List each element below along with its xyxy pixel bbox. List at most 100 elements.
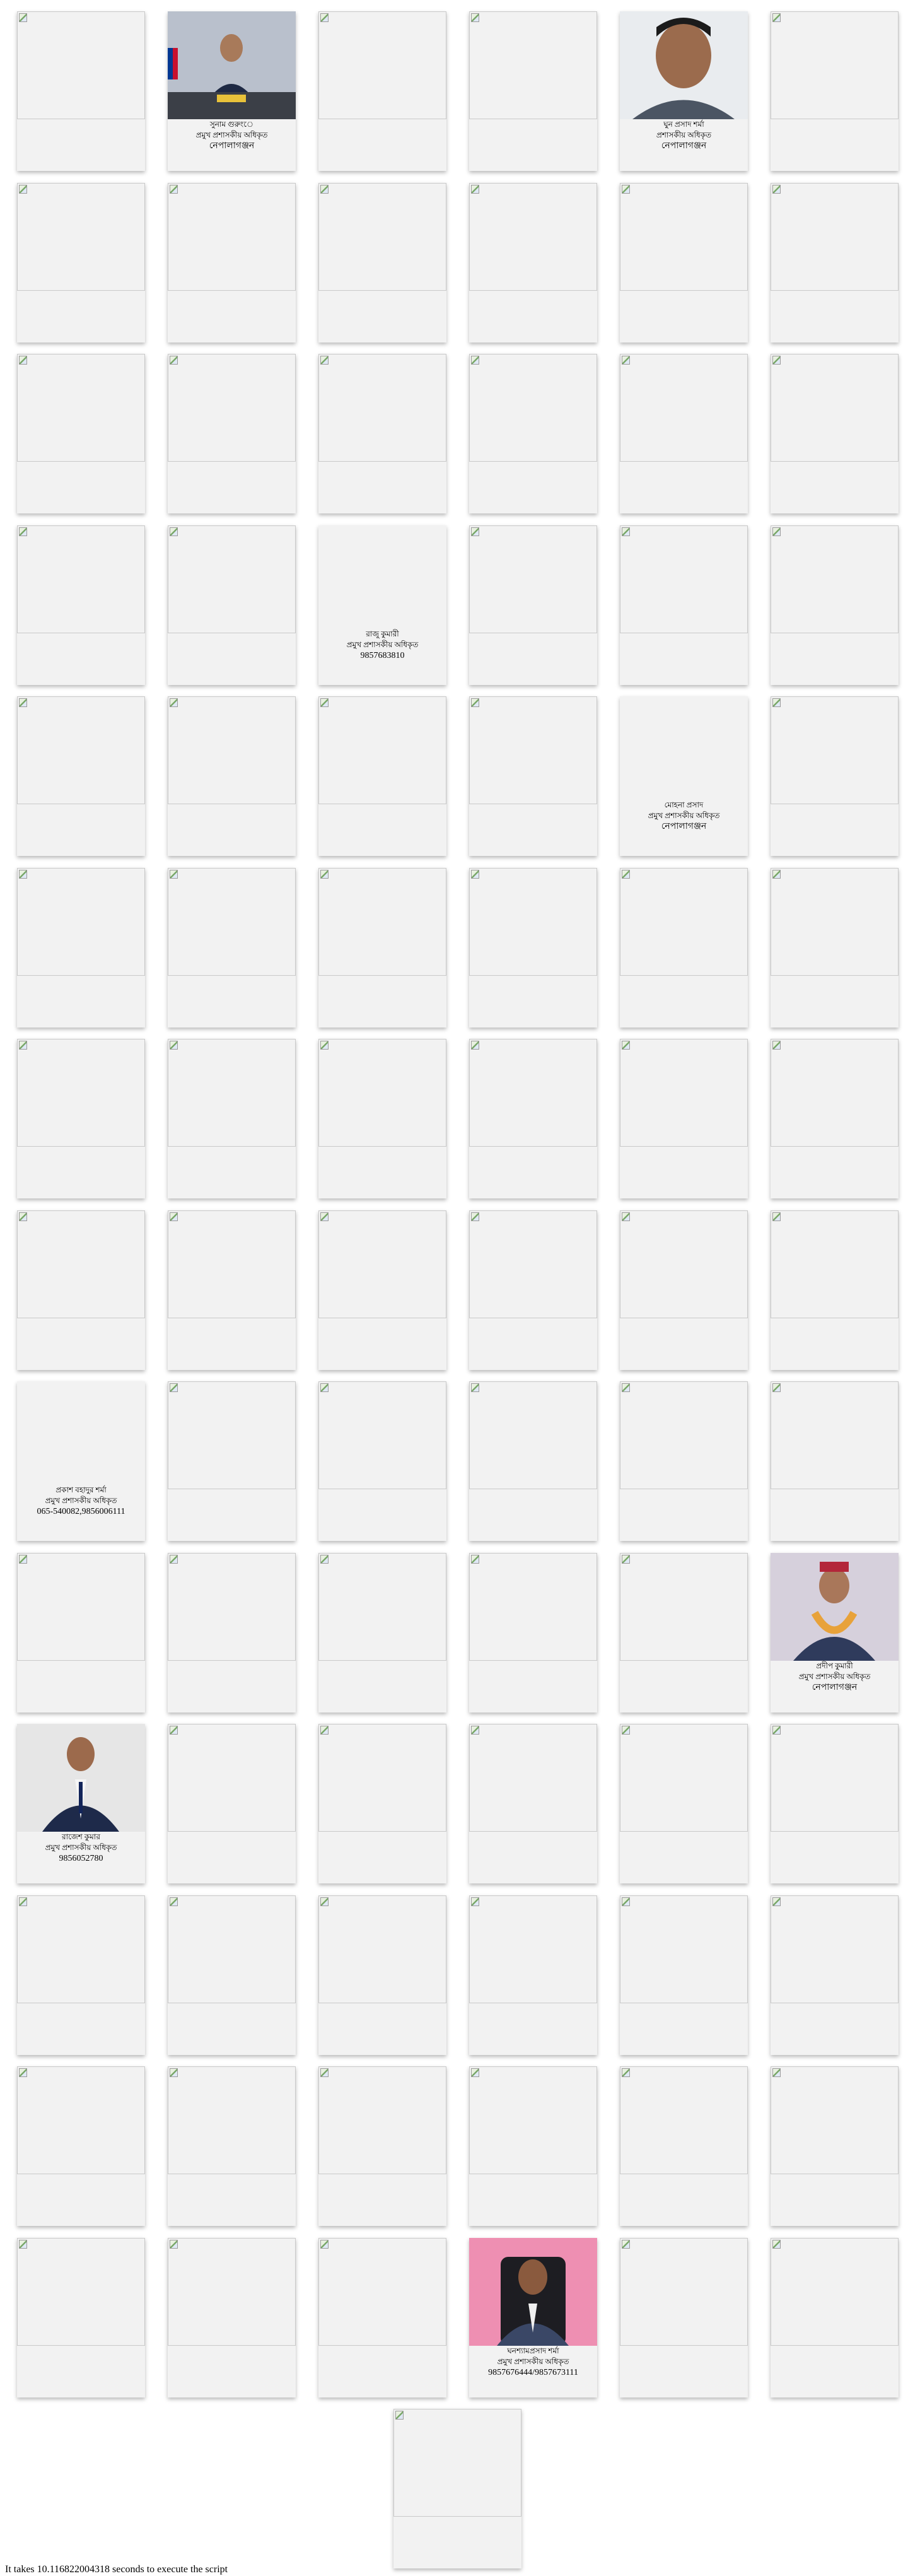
official-card: প্রদীপ কুমারী প্রমুখ প্রশাসকীয় অধিকৃত নেপ… (771, 1553, 899, 1712)
broken-image-icon (168, 2066, 296, 2174)
official-photo (469, 2238, 597, 2346)
official-card (469, 1210, 597, 1370)
official-card (168, 525, 296, 685)
official-contact: নেপালাগঞ্জন (661, 141, 707, 151)
official-photo (17, 1724, 145, 1832)
broken-image-icon (168, 354, 296, 462)
broken-image-icon (318, 1553, 446, 1661)
official-card: রাজেশ কুমার প্রমুখ প্রশাসকীয় অধিকৃত 98560… (17, 1724, 145, 1883)
official-card (17, 1039, 145, 1198)
official-contact: 9857676444/9857673111 (488, 2368, 578, 2377)
official-card: সুনাম গুরুংে প্রমুখ প্রশাসকীয় অধিকৃত নেপা… (168, 11, 296, 171)
broken-image-icon (393, 2409, 521, 2517)
official-photo (620, 11, 748, 119)
broken-image-icon (469, 2066, 597, 2174)
broken-image-icon (318, 11, 446, 119)
broken-image-icon (620, 1724, 748, 1832)
broken-image-icon (469, 1210, 597, 1318)
broken-image-icon (771, 1895, 899, 2003)
broken-image-icon (168, 1039, 296, 1147)
broken-image-icon (168, 1381, 296, 1489)
broken-image-icon (168, 183, 296, 291)
broken-image-icon (318, 868, 446, 976)
broken-image-icon (318, 1039, 446, 1147)
official-contact: নেপালাগঞ্জন (812, 1683, 858, 1692)
official-card (620, 1895, 748, 2055)
broken-image-icon (17, 1895, 145, 2003)
official-card (168, 2238, 296, 2397)
official-card (620, 354, 748, 513)
broken-image-icon (620, 354, 748, 462)
broken-image-icon (620, 2238, 748, 2346)
broken-image-icon (620, 1895, 748, 2003)
official-card (469, 868, 597, 1027)
broken-image-icon (771, 2066, 899, 2174)
official-card (620, 1724, 748, 1883)
official-card (17, 525, 145, 685)
official-card (168, 868, 296, 1027)
broken-image-icon (771, 1210, 899, 1318)
broken-image-icon (469, 525, 597, 633)
broken-image-icon (469, 11, 597, 119)
official-card: ঘনশ্যামপ্রসাদ শর্মা প্রমুখ প্রশাসকীয় অধি… (469, 2238, 597, 2397)
official-card (393, 2409, 521, 2568)
official-card (168, 1895, 296, 2055)
official-card (771, 11, 899, 171)
official-card (469, 696, 597, 856)
official-card: ঘুন প্রসাদ শর্মা প্রশাসকীয় অধিকৃত নেপালাগ… (620, 11, 748, 171)
official-photo (168, 11, 296, 119)
broken-image-icon (771, 525, 899, 633)
official-designation: প্রমুখ প্রশাসকীয় অধিকৃত (346, 640, 419, 649)
official-card (771, 696, 899, 856)
official-card (168, 1381, 296, 1541)
official-card (469, 11, 597, 171)
broken-image-icon (318, 1210, 446, 1318)
official-card (318, 354, 446, 513)
broken-image-icon (17, 2238, 145, 2346)
official-card (469, 183, 597, 342)
official-name: প্রদীপ কুমারী (816, 1661, 853, 1670)
official-name: রাজু কুমারী (366, 629, 399, 638)
official-name: রাজেশ কুমার (62, 1832, 100, 1841)
broken-image-icon (318, 354, 446, 462)
broken-image-icon (469, 1039, 597, 1147)
official-card (168, 2066, 296, 2226)
official-name: প্রকাশ বহাদুর শর্মা (55, 1485, 107, 1494)
official-contact: 9856052780 (59, 1854, 103, 1863)
official-card (771, 1039, 899, 1198)
broken-image-icon (17, 11, 145, 119)
broken-image-icon (17, 1210, 145, 1318)
official-card (168, 354, 296, 513)
official-card (771, 2238, 899, 2397)
broken-image-icon (168, 1895, 296, 2003)
official-card (620, 868, 748, 1027)
official-card (17, 696, 145, 856)
broken-image-icon (168, 696, 296, 804)
broken-image-icon (620, 2066, 748, 2174)
official-card (168, 1039, 296, 1198)
official-designation: প্রমুখ প্রশাসকীয় অধিকৃত (648, 811, 720, 820)
official-contact: 065-540082,9856006111 (37, 1507, 125, 1516)
official-card (17, 2238, 145, 2397)
broken-image-icon (318, 2238, 446, 2346)
official-info: রাজেশ কুমার প্রমুখ প্রশাসকীয় অধিকৃত 98560… (17, 1832, 145, 1864)
official-card (17, 354, 145, 513)
official-card (318, 2066, 446, 2226)
official-card (168, 1553, 296, 1712)
official-info: প্রদীপ কুমারী প্রমুখ প্রশাসকীয় অধিকৃত নেপ… (771, 1661, 899, 1693)
broken-image-icon (469, 1381, 597, 1489)
broken-image-icon (17, 525, 145, 633)
broken-image-icon (168, 1724, 296, 1832)
official-card (771, 525, 899, 685)
official-card (469, 2066, 597, 2226)
official-name: সুনাম গুরুংে (209, 120, 254, 129)
official-designation: প্রমুখ প্রশাসকীয় অধিকৃত (798, 1672, 871, 1681)
official-card (771, 1724, 899, 1883)
broken-image-icon (168, 2238, 296, 2346)
official-contact: 9857683810 (360, 651, 405, 660)
broken-image-icon (620, 1210, 748, 1318)
official-card (771, 2066, 899, 2226)
official-designation: প্রমুখ প্রশাসকীয় অধিকৃত (45, 1496, 117, 1505)
execution-time-footer: It takes 10.116822004318 seconds to exec… (5, 2564, 228, 2575)
official-card (318, 1210, 446, 1370)
